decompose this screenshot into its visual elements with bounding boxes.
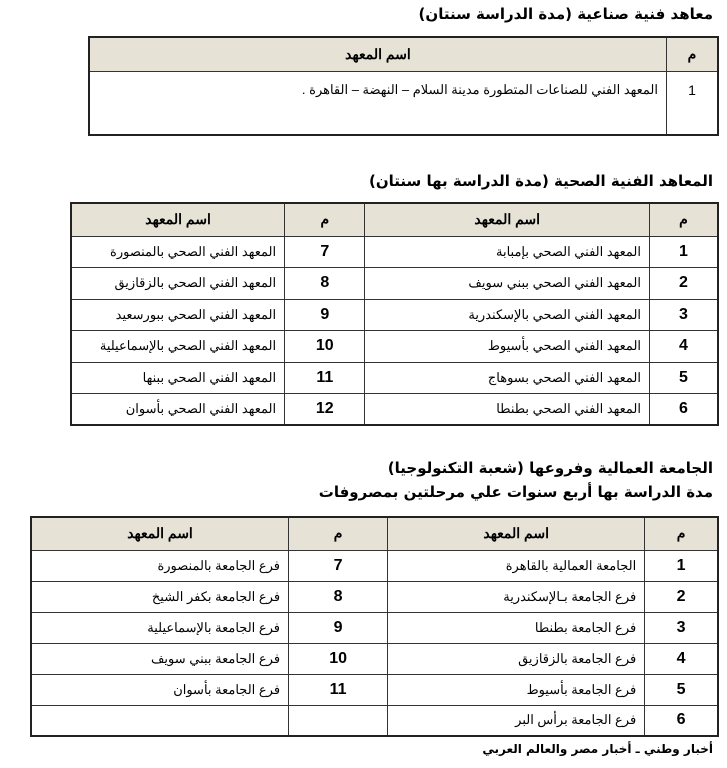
row-num: 6	[649, 393, 719, 426]
row-num: 11	[288, 673, 389, 706]
header-num: م	[288, 516, 389, 551]
header-name: اسم المعهد	[364, 202, 651, 237]
table-row: 5 المعهد الفني الصحي بسوهاج 11 المعهد الفني…	[70, 361, 719, 394]
section3-subtitle: مدة الدراسة بها أربع سنوات علي مرحلتين ب…	[318, 483, 713, 501]
row-num: 7	[284, 235, 366, 268]
row-num: 2	[649, 267, 719, 300]
row-num: 8	[284, 267, 366, 300]
row-name: فرع الجامعة برأس البر	[387, 704, 646, 737]
row-name: المعهد الفني الصحي ببورسعيد	[70, 298, 286, 331]
table-row: 6 المعهد الفني الصحي بطنطا 12 المعهد الفني …	[70, 393, 719, 426]
row-name: فرع الجامعة بطنطا	[387, 611, 646, 644]
row-num: 2	[644, 580, 719, 613]
row-name: المعهد الفني الصحي بالزقازيق	[70, 267, 286, 300]
row-name: الجامعة العمالية بالقاهرة	[387, 549, 646, 582]
table-row: 2 فرع الجامعة بـالإسكندرية 8 فرع الجامعة بك…	[30, 580, 719, 613]
row-name: المعهد الفني الصحي بالإسماعيلية	[70, 330, 286, 363]
row-name: فرع الجامعة بالزقازيق	[387, 642, 646, 675]
row-num	[288, 704, 389, 737]
row-num: 4	[649, 330, 719, 363]
row-name: فرع الجامعة بكفر الشيخ	[30, 580, 290, 613]
row-num: 9	[284, 298, 366, 331]
row-name: المعهد الفني للصناعات المتطورة مدينة الس…	[88, 70, 667, 136]
row-name: المعهد الفني الصحي بإمبابة	[364, 235, 651, 268]
header-name: اسم المعهد	[70, 202, 286, 237]
row-name: المعهد الفني الصحي ببنها	[70, 361, 286, 394]
row-name: فرع الجامعة بالمنصورة	[30, 549, 290, 582]
table-row: 1 المعهد الفني للصناعات المتطورة مدينة ا…	[88, 70, 719, 136]
row-name: فرع الجامعة ببني سويف	[30, 642, 290, 675]
row-num: 5	[644, 673, 719, 706]
header-name: اسم المعهد	[30, 516, 290, 551]
table-row: 1 المعهد الفني الصحي بإمبابة 7 المعهد الفني…	[70, 235, 719, 268]
table-header-row: م اسم المعهد	[88, 36, 719, 72]
table-header-row: م اسم المعهد م اسم المعهد	[30, 516, 719, 551]
row-name: فرع الجامعة بأسيوط	[387, 673, 646, 706]
table-row: 2 المعهد الفني الصحي ببني سويف 8 المعهد الف…	[70, 267, 719, 300]
table-row: 1 الجامعة العمالية بالقاهرة 7 فرع الجامعة ب…	[30, 549, 719, 582]
section3-title: الجامعة العمالية وفروعها (شعبة التكنولوج…	[387, 459, 713, 477]
workers-university-table: م اسم المعهد م اسم المعهد 1 الجامعة العمالية …	[30, 516, 719, 737]
section1-title: معاهد فنية صناعية (مدة الدراسة سنتان)	[418, 5, 713, 23]
row-num: 10	[284, 330, 366, 363]
header-num: م	[284, 202, 366, 237]
table-row: 5 فرع الجامعة بأسيوط 11 فرع الجامعة بأسوان	[30, 673, 719, 706]
row-name: المعهد الفني الصحي ببني سويف	[364, 267, 651, 300]
row-name: المعهد الفني الصحي بالمنصورة	[70, 235, 286, 268]
table-row: 3 المعهد الفني الصحي بالإسكندرية 9 المعهد ا…	[70, 298, 719, 331]
row-name: المعهد الفني الصحي بأسوان	[70, 393, 286, 426]
row-name	[30, 704, 290, 737]
header-num: م	[649, 202, 719, 237]
row-num: 6	[644, 704, 719, 737]
header-num: م	[644, 516, 719, 551]
section2-title: المعاهد الفنية الصحية (مدة الدراسة بها س…	[368, 172, 713, 190]
row-num: 1	[644, 549, 719, 582]
row-num: 1	[649, 235, 719, 268]
row-name: المعهد الفني الصحي بسوهاج	[364, 361, 651, 394]
row-num: 4	[644, 642, 719, 675]
table-row: 3 فرع الجامعة بطنطا 9 فرع الجامعة بالإسماعي…	[30, 611, 719, 644]
row-num: 12	[284, 393, 366, 426]
row-num: 11	[284, 361, 366, 394]
row-name: المعهد الفني الصحي بالإسكندرية	[364, 298, 651, 331]
header-name: اسم المعهد	[88, 36, 667, 72]
table-row: 4 فرع الجامعة بالزقازيق 10 فرع الجامعة ببني…	[30, 642, 719, 675]
row-name: فرع الجامعة بـالإسكندرية	[387, 580, 646, 613]
table-header-row: م اسم المعهد م اسم المعهد	[70, 202, 719, 237]
row-name: المعهد الفني الصحي بأسيوط	[364, 330, 651, 363]
footer-source: أخبار وطني ـ أخبار مصر والعالم العربي	[482, 742, 713, 756]
row-num: 10	[288, 642, 389, 675]
table-row: 4 المعهد الفني الصحي بأسيوط 10 المعهد الفني…	[70, 330, 719, 363]
row-name: فرع الجامعة بأسوان	[30, 673, 290, 706]
row-name: المعهد الفني الصحي بطنطا	[364, 393, 651, 426]
header-name: اسم المعهد	[387, 516, 646, 551]
row-name: فرع الجامعة بالإسماعيلية	[30, 611, 290, 644]
row-num: 3	[649, 298, 719, 331]
health-institutes-table: م اسم المعهد م اسم المعهد 1 المعهد الفني الصح…	[70, 202, 719, 426]
row-num: 3	[644, 611, 719, 644]
row-num: 5	[649, 361, 719, 394]
row-num: 8	[288, 580, 389, 613]
header-num: م	[666, 36, 719, 72]
row-num: 7	[288, 549, 389, 582]
industrial-institutes-table: م اسم المعهد 1 المعهد الفني للصناعات الم…	[88, 36, 719, 136]
row-num: 9	[288, 611, 389, 644]
row-num: 1	[666, 70, 719, 136]
table-row: 6 فرع الجامعة برأس البر	[30, 704, 719, 737]
